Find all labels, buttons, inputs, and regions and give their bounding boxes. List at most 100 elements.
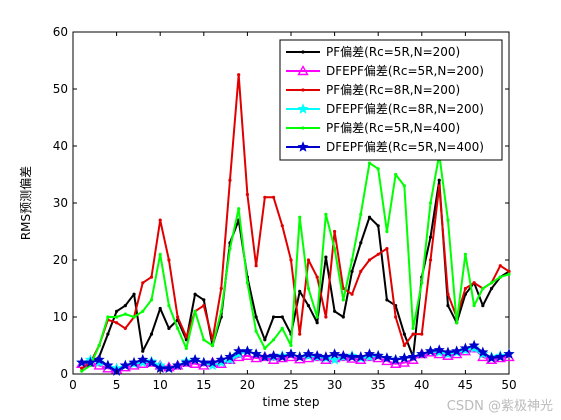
data-point	[145, 356, 158, 368]
data-point	[285, 348, 297, 359]
data-point	[315, 275, 319, 279]
data-point	[219, 286, 223, 291]
data-point	[363, 348, 376, 359]
legend-label: PF偏差(Rc=5R,N=400)	[326, 120, 460, 135]
y-tick-label: 40	[53, 139, 68, 153]
data-point	[376, 167, 380, 171]
data-point	[184, 335, 188, 339]
data-point	[302, 348, 314, 359]
data-point	[381, 352, 393, 363]
data-point	[189, 353, 201, 365]
legend-marker	[297, 103, 309, 114]
data-point	[271, 315, 276, 319]
data-point	[507, 272, 511, 276]
data-point	[123, 304, 127, 308]
data-point	[80, 369, 84, 373]
data-point	[350, 258, 354, 262]
series-line	[81, 153, 510, 372]
data-point	[494, 351, 506, 362]
data-point	[359, 241, 363, 245]
data-point	[446, 292, 450, 296]
data-point	[468, 339, 480, 351]
data-point	[241, 349, 254, 360]
data-point	[385, 298, 389, 302]
legend-marker	[301, 50, 305, 54]
data-point	[390, 353, 402, 365]
data-point	[359, 212, 363, 216]
legend-box	[279, 39, 503, 161]
data-point	[228, 178, 232, 182]
y-tick-label: 10	[53, 310, 68, 324]
data-point	[180, 356, 192, 368]
data-point	[333, 309, 337, 313]
x-tick-label: 30	[327, 378, 342, 392]
data-point	[311, 349, 323, 361]
data-point	[141, 281, 145, 285]
data-point	[215, 353, 227, 365]
data-point	[306, 286, 311, 291]
data-point	[329, 353, 341, 365]
data-point	[102, 359, 114, 371]
y-tick-label: 30	[53, 196, 68, 210]
data-point	[106, 315, 110, 319]
data-point	[372, 349, 384, 361]
legend-item: DFEPF偏差(Rc=5R,N=200)	[286, 63, 484, 78]
data-point	[477, 346, 489, 358]
data-point	[333, 247, 337, 251]
series-marks	[76, 73, 515, 376]
data-point	[123, 326, 127, 330]
data-point	[306, 304, 311, 308]
data-point	[193, 292, 197, 296]
data-point	[446, 218, 450, 222]
data-point	[350, 292, 354, 296]
data-point	[298, 289, 302, 293]
y-tick-label: 50	[53, 82, 68, 96]
x-tick-label: 10	[153, 378, 168, 392]
legend-label: DFEPF偏差(Rc=5R,N=400)	[326, 139, 484, 154]
data-point	[437, 178, 441, 182]
data-point	[433, 344, 445, 355]
data-point	[398, 356, 411, 367]
data-point	[428, 235, 433, 239]
data-point	[294, 351, 306, 362]
data-point	[420, 332, 424, 336]
data-point	[237, 207, 241, 211]
data-point	[97, 343, 101, 348]
data-point	[420, 281, 424, 285]
data-point	[115, 321, 119, 325]
data-point	[324, 255, 328, 259]
data-point	[428, 258, 433, 262]
data-point	[472, 281, 476, 285]
data-point	[263, 195, 267, 199]
data-point	[463, 286, 467, 291]
data-point	[341, 315, 345, 319]
x-tick-label: 0	[69, 378, 77, 392]
data-point	[210, 343, 215, 348]
series-6	[76, 339, 515, 376]
data-point	[367, 258, 372, 262]
data-point	[202, 338, 206, 342]
data-point	[237, 73, 241, 77]
x-axis-label: time step	[263, 395, 320, 409]
legend-marker	[297, 65, 309, 76]
data-point	[93, 353, 105, 365]
data-point	[115, 309, 119, 313]
data-point	[119, 359, 131, 371]
data-point	[245, 281, 249, 285]
y-tick-label: 0	[60, 367, 68, 381]
axes: 0 5 10 15 20 25 30 35 40 45 50 0 10 20 30 40 50 60	[53, 25, 517, 392]
data-point	[350, 269, 354, 273]
legend-marker	[301, 126, 305, 130]
data-point	[289, 258, 293, 262]
data-point	[489, 281, 494, 285]
data-point	[280, 326, 284, 330]
data-point	[193, 309, 197, 313]
data-point	[84, 356, 96, 368]
data-point	[259, 351, 271, 362]
data-point	[250, 348, 262, 359]
data-point	[376, 224, 380, 228]
data-point	[411, 326, 415, 330]
x-tick-label: 45	[458, 378, 473, 392]
data-point	[176, 315, 180, 319]
